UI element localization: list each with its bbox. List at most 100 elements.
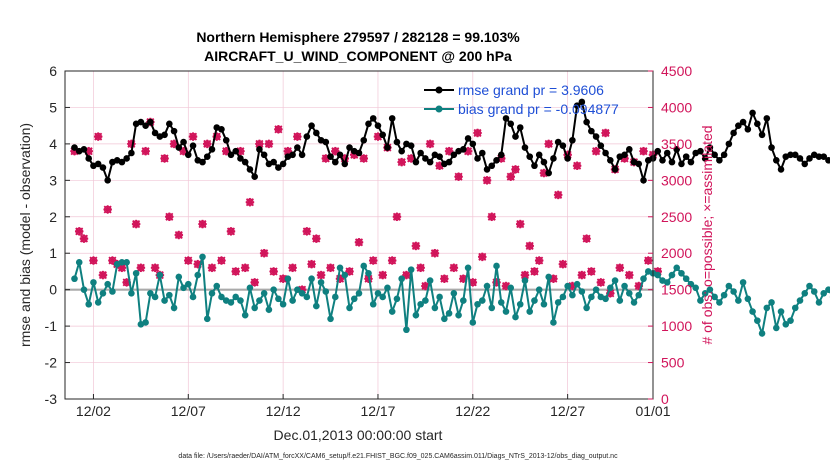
obs-assimilated-point: [506, 172, 515, 181]
y-left-tick-label: 0: [49, 282, 57, 298]
rmse-point: [294, 144, 301, 151]
rmse-point: [180, 139, 187, 146]
obs-assimilated-point: [141, 147, 150, 156]
obs-assimilated-point: [639, 147, 648, 156]
bias-point: [721, 292, 728, 299]
y-right-tick-label: 2000: [661, 245, 692, 261]
rmse-point: [635, 161, 642, 168]
bias-point: [735, 297, 742, 304]
rmse-point: [474, 155, 481, 162]
obs-assimilated-point: [184, 256, 193, 265]
x-tick-label: 12/12: [266, 403, 301, 419]
rmse-point: [280, 161, 287, 168]
rmse-point: [749, 110, 756, 117]
rmse-point: [398, 148, 405, 155]
rmse-point: [683, 153, 690, 160]
bias-point: [152, 294, 159, 301]
rmse-point: [408, 142, 415, 149]
rmse-point: [332, 159, 339, 166]
obs-assimilated-point: [99, 271, 108, 280]
bias-point: [341, 272, 348, 279]
bias-point: [370, 301, 377, 308]
bias-point: [617, 297, 624, 304]
y-left-tick-label: 5: [49, 99, 57, 115]
bias-point: [498, 299, 505, 306]
bias-point: [346, 305, 353, 312]
bias-point: [304, 294, 311, 301]
rmse-point: [560, 142, 567, 149]
obs-assimilated-point: [217, 256, 226, 265]
y-right-tick-label: 3000: [661, 172, 692, 188]
rmse-point: [773, 157, 780, 164]
rmse-point: [730, 130, 737, 137]
rmse-point: [593, 133, 600, 140]
bias-point: [356, 290, 363, 297]
bias-point: [602, 295, 609, 302]
bias-point: [237, 297, 244, 304]
bias-point: [673, 265, 680, 272]
rmse-point: [569, 137, 576, 144]
bias-point: [365, 270, 372, 277]
rmse-point: [270, 159, 277, 166]
rmse-point: [337, 152, 344, 159]
bias-point: [194, 272, 201, 279]
rmse-point: [370, 115, 377, 122]
bias-point: [484, 283, 491, 290]
y-left-tick-label: 4: [49, 136, 57, 152]
rmse-point: [688, 159, 695, 166]
bias-point: [251, 305, 258, 312]
bias-point: [745, 295, 752, 302]
bias-point: [792, 305, 799, 312]
bias-point: [569, 292, 576, 299]
y-left-tick-label: 1: [49, 245, 57, 261]
y-left-tick-label: -2: [45, 355, 58, 371]
obs-assimilated-point: [241, 264, 250, 273]
bias-point: [104, 281, 111, 288]
rmse-point: [517, 124, 524, 131]
obs-assimilated-point: [483, 176, 492, 185]
obs-assimilated-point: [165, 213, 174, 222]
bias-point: [778, 308, 785, 315]
bias-point: [541, 301, 548, 308]
rmse-point: [726, 141, 733, 148]
obs-assimilated-point: [644, 256, 653, 265]
bias-point: [446, 310, 453, 317]
obs-assimilated-point: [525, 242, 534, 251]
bias-point: [503, 308, 510, 315]
bias-point: [479, 297, 486, 304]
bias-point: [85, 301, 92, 308]
bias-point: [801, 290, 808, 297]
obs-assimilated-point: [208, 264, 217, 273]
bias-point: [161, 297, 168, 304]
rmse-point: [313, 130, 320, 137]
obs-assimilated-point: [582, 234, 591, 243]
bias-point: [465, 265, 472, 272]
bias-point: [266, 306, 273, 313]
rmse-point: [721, 152, 728, 159]
rmse-point: [427, 159, 434, 166]
rmse-point: [413, 159, 420, 166]
bias-point: [308, 275, 315, 282]
rmse-point: [754, 121, 761, 128]
bias-point: [289, 297, 296, 304]
x-tick-label: 12/02: [76, 403, 111, 419]
rmse-point: [759, 131, 766, 138]
bias-point: [607, 285, 614, 292]
bias-point: [436, 294, 443, 301]
bias-point: [109, 288, 116, 295]
bias-point: [507, 285, 514, 292]
legend-bias-label: bias grand pr = -0.094877: [458, 101, 619, 117]
bias-point: [384, 285, 391, 292]
y-left-tick-label: -3: [45, 391, 58, 407]
bias-point: [536, 286, 543, 293]
bias-point: [379, 294, 386, 301]
bias-point: [318, 279, 325, 286]
bias-point: [579, 288, 586, 295]
bias-point: [555, 299, 562, 306]
rmse-point: [801, 161, 808, 168]
rmse-point: [261, 152, 268, 159]
bias-point: [460, 297, 467, 304]
obs-assimilated-point: [511, 165, 520, 174]
rmse-point: [341, 161, 348, 168]
rmse-point: [659, 157, 666, 164]
